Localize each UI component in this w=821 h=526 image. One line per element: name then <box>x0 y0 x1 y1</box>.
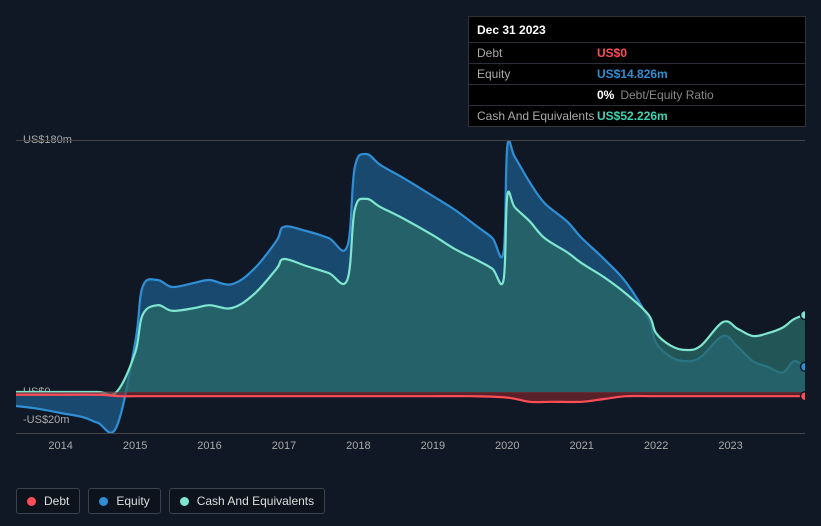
legend: Debt Equity Cash And Equivalents <box>16 488 325 514</box>
legend-swatch-icon <box>27 497 36 506</box>
tooltip-row-value: US$0 <box>597 46 627 60</box>
chart-container: Dec 31 2023 DebtUS$0EquityUS$14.826m0%De… <box>0 0 821 526</box>
tooltip-row-label: Cash And Equivalents <box>477 109 597 123</box>
chart-area[interactable]: US$180mUS$0-US$20m 201420152016201720182… <box>16 124 805 464</box>
legend-label: Cash And Equivalents <box>197 494 314 508</box>
legend-item[interactable]: Equity <box>88 488 160 514</box>
legend-label: Equity <box>116 494 149 508</box>
x-tick-label: 2018 <box>346 440 370 452</box>
x-tick-label: 2017 <box>272 440 296 452</box>
legend-item[interactable]: Cash And Equivalents <box>169 488 325 514</box>
tooltip-row-label: Debt <box>477 46 597 60</box>
tooltip-row: EquityUS$14.826m <box>469 64 805 85</box>
series-line <box>16 395 805 402</box>
tooltip-title: Dec 31 2023 <box>469 17 805 43</box>
legend-swatch-icon <box>180 497 189 506</box>
tooltip-row-label: Equity <box>477 67 597 81</box>
tooltip-row-value: US$52.226m <box>597 109 668 123</box>
tooltip-row: Cash And EquivalentsUS$52.226m <box>469 106 805 126</box>
series-end-marker <box>801 362 806 371</box>
legend-swatch-icon <box>99 497 108 506</box>
x-tick-label: 2016 <box>197 440 221 452</box>
x-tick-label: 2022 <box>644 440 668 452</box>
tooltip-row-value: 0% <box>597 88 614 102</box>
x-tick-label: 2019 <box>421 440 445 452</box>
x-tick-label: 2023 <box>718 440 742 452</box>
legend-label: Debt <box>44 494 69 508</box>
x-tick-label: 2015 <box>123 440 147 452</box>
series-end-marker <box>801 392 806 401</box>
plot-svg <box>16 140 805 434</box>
x-tick-label: 2021 <box>569 440 593 452</box>
tooltip-rows: DebtUS$0EquityUS$14.826m0%Debt/Equity Ra… <box>469 43 805 126</box>
x-tick-label: 2014 <box>48 440 72 452</box>
legend-item[interactable]: Debt <box>16 488 80 514</box>
x-tick-label: 2020 <box>495 440 519 452</box>
tooltip-row-extra: Debt/Equity Ratio <box>620 88 713 102</box>
tooltip-panel: Dec 31 2023 DebtUS$0EquityUS$14.826m0%De… <box>468 16 806 127</box>
tooltip-row: 0% Debt/Equity Ratio <box>469 85 805 106</box>
tooltip-row-value: US$14.826m <box>597 67 668 81</box>
series-end-marker <box>801 311 806 320</box>
tooltip-row: DebtUS$0 <box>469 43 805 64</box>
